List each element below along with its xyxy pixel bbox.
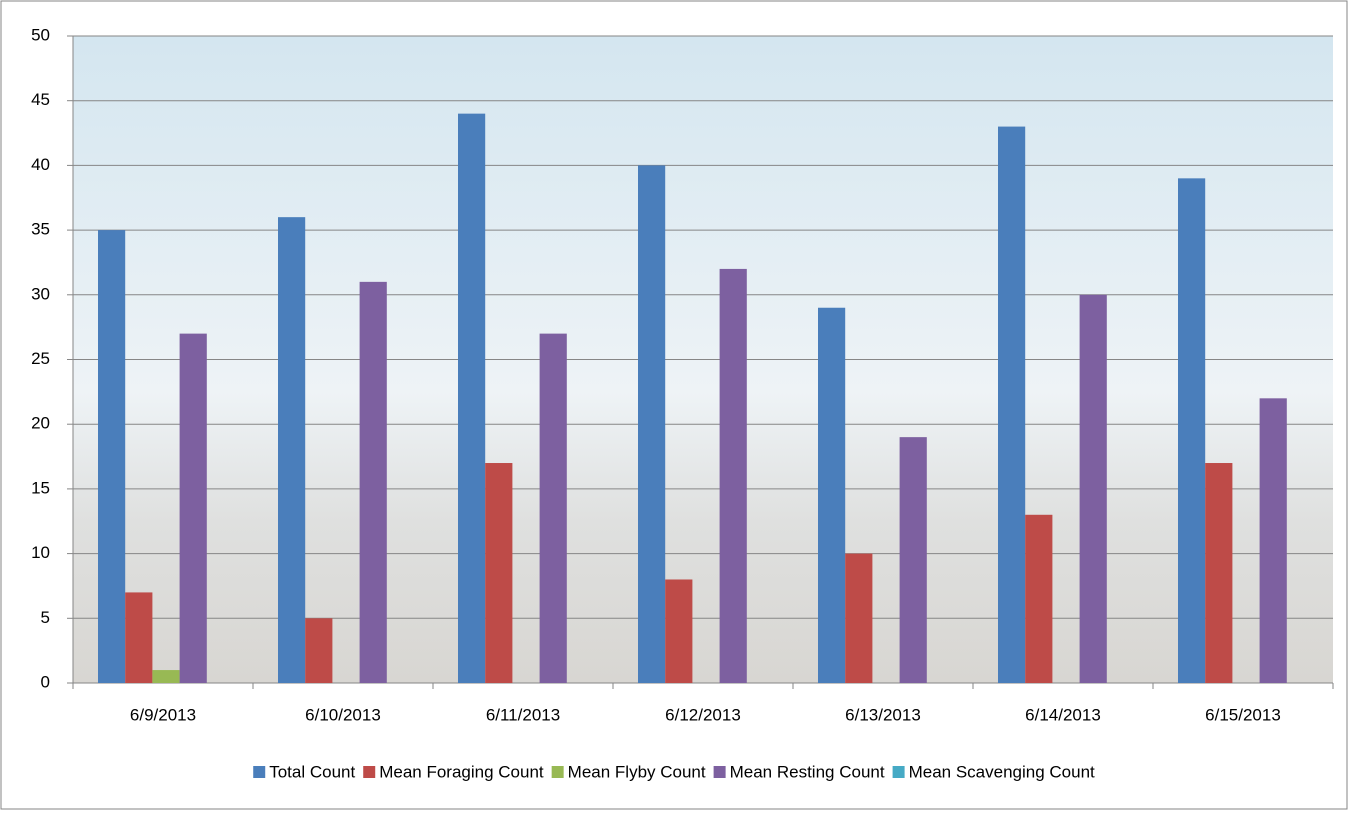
bar (665, 579, 693, 683)
x-tick-label: 6/15/2013 (1205, 705, 1281, 724)
y-tick-label: 15 (31, 478, 50, 497)
bar (458, 113, 486, 683)
bar (485, 463, 513, 683)
y-tick-label: 45 (31, 90, 50, 109)
bar (998, 126, 1026, 683)
y-tick-label: 50 (31, 25, 50, 44)
bar (539, 333, 567, 683)
y-tick-label: 40 (31, 155, 50, 174)
y-tick-label: 0 (41, 672, 50, 691)
legend-label: Mean Scavenging Count (909, 762, 1095, 781)
y-tick-label: 5 (41, 608, 50, 627)
x-tick-label: 6/14/2013 (1025, 705, 1101, 724)
bar (818, 307, 846, 683)
y-tick-label: 25 (31, 349, 50, 368)
bar (1178, 178, 1206, 683)
y-tick-label: 10 (31, 543, 50, 562)
x-tick-label: 6/13/2013 (845, 705, 921, 724)
x-tick-label: 6/11/2013 (486, 705, 560, 724)
legend-label: Total Count (269, 762, 355, 781)
x-tick-label: 6/12/2013 (665, 705, 741, 724)
legend-swatch (892, 766, 905, 778)
bar (1205, 463, 1233, 683)
bar (1079, 294, 1107, 683)
bar (1025, 514, 1053, 683)
legend-swatch (363, 766, 376, 778)
bar (179, 333, 207, 683)
legend-label: Mean Resting Count (730, 762, 885, 781)
bar (125, 592, 153, 683)
bar (359, 281, 387, 683)
legend-swatch (713, 766, 726, 778)
bar (278, 217, 306, 683)
bar (899, 437, 927, 683)
bar (305, 618, 333, 683)
bar (98, 230, 126, 683)
bar (1259, 398, 1287, 683)
y-tick-label: 35 (31, 220, 50, 239)
legend-swatch (253, 766, 266, 778)
y-tick-label: 30 (31, 284, 50, 303)
y-tick-label: 20 (31, 414, 50, 433)
bar (152, 670, 180, 683)
bar (638, 165, 666, 683)
bar (719, 268, 747, 683)
legend-swatch (551, 766, 564, 778)
bar (845, 553, 873, 683)
x-tick-label: 6/10/2013 (305, 705, 381, 724)
legend-label: Mean Flyby Count (568, 762, 706, 781)
legend-label: Mean Foraging Count (379, 762, 544, 781)
x-tick-label: 6/9/2013 (130, 705, 196, 724)
